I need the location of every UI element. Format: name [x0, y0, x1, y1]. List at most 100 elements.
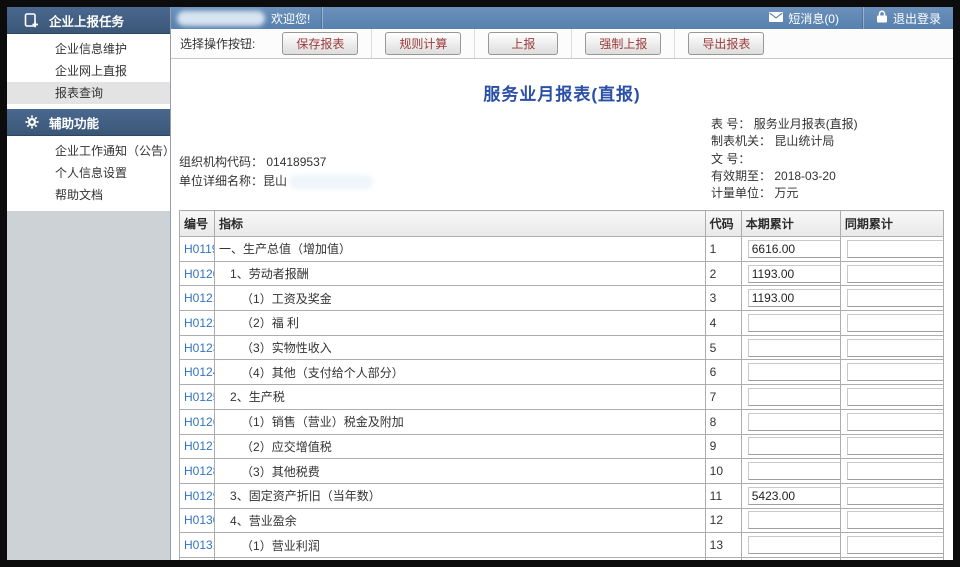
row-indicator: 3、固定资产折旧（当年数）: [214, 482, 706, 509]
row-code: 14: [704, 556, 742, 560]
sidebar-item-help-docs[interactable]: 帮助文档: [55, 188, 104, 202]
save-report-button[interactable]: 保存报表: [282, 32, 359, 55]
logout-link[interactable]: 退出登录: [864, 7, 953, 29]
current-period-input[interactable]: [747, 313, 840, 332]
row-id-link[interactable]: H0129: [178, 482, 216, 509]
current-period-input[interactable]: [747, 511, 840, 530]
table-row: H0125 2、生产税 7: [178, 384, 945, 410]
current-period-input[interactable]: [747, 387, 840, 406]
same-period-input[interactable]: [846, 462, 943, 481]
row-id-link[interactable]: H0128: [178, 458, 216, 484]
row-id-link[interactable]: H0132: [178, 556, 216, 560]
row-id-link[interactable]: H0130: [178, 507, 216, 534]
same-period-input[interactable]: [846, 338, 943, 357]
col-header-current: 本期累计: [740, 210, 841, 237]
row-id-link[interactable]: H0120: [178, 260, 216, 287]
row-indicator: 2、生产税: [214, 384, 706, 410]
row-code: 8: [704, 408, 742, 435]
table-row: H0131 （1）营业利润 13: [178, 532, 945, 558]
toolbar-divider: [674, 29, 676, 58]
same-period-input[interactable]: [846, 536, 943, 555]
same-period-input[interactable]: [846, 387, 943, 406]
current-period-input[interactable]: [747, 462, 840, 481]
table-row: H0128 （3）其他税费 10: [178, 458, 945, 484]
same-period-input[interactable]: [846, 511, 943, 530]
page-title: 服务业月报表(直报): [483, 85, 641, 104]
row-id-link[interactable]: H0124: [178, 359, 216, 386]
row-indicator: （1）工资及奖金: [214, 285, 706, 312]
row-code: 12: [704, 507, 742, 534]
sidebar-item-online-report[interactable]: 企业网上直报: [55, 64, 128, 78]
row-code: 2: [704, 260, 742, 287]
report-meta: 表 号： 服务业月报表(直报) 制表机关： 昆山统计局 文 号： 有效期至： 2…: [711, 116, 858, 202]
sidebar-section-aux-functions[interactable]: 辅助功能: [7, 109, 170, 136]
sidebar-section-report-tasks[interactable]: 企业上报任务: [7, 7, 170, 34]
row-code: 1: [704, 236, 742, 262]
sidebar-menu: 企业上报任务 企业信息维护 企业网上直报 报表查询: [7, 7, 176, 211]
rule-calc-button[interactable]: 规则计算: [385, 32, 462, 55]
current-period-input[interactable]: [747, 289, 840, 308]
row-code: 10: [704, 458, 742, 484]
same-period-input[interactable]: [846, 412, 943, 431]
org-code-label: 组织机构代码：: [179, 155, 264, 169]
row-indicator: （1）销售（营业）税金及附加: [214, 408, 706, 435]
force-submit-button[interactable]: 强制上报: [585, 32, 662, 55]
current-period-input[interactable]: [747, 338, 840, 357]
lock-icon: [876, 10, 888, 26]
row-id-link[interactable]: H0126: [178, 408, 216, 435]
same-period-input[interactable]: [846, 363, 943, 382]
unit-name-redacted: [289, 174, 374, 189]
same-period-input[interactable]: [846, 313, 943, 332]
table-row: H0126 （1）销售（营业）税金及附加 8: [178, 408, 945, 435]
toolbar-divider: [571, 29, 573, 58]
unit-name-value: 昆山: [263, 174, 288, 188]
sidebar-group-report-tasks: 企业信息维护 企业网上直报 报表查询: [7, 34, 170, 109]
table-row: H0120 1、劳动者报酬 2: [178, 260, 945, 287]
row-id-link[interactable]: H0119: [178, 236, 216, 262]
org-code-line: 组织机构代码： 014189537: [179, 153, 373, 172]
meta-line-form-no: 表 号： 服务业月报表(直报): [711, 117, 858, 131]
row-indicator: （2）应交增值税: [214, 433, 706, 460]
col-header-code: 代码: [704, 210, 742, 237]
same-period-input[interactable]: [846, 264, 943, 283]
current-period-input[interactable]: [747, 412, 840, 431]
sidebar-item-personal-settings[interactable]: 个人信息设置: [55, 166, 128, 180]
sidebar-item-enterprise-info[interactable]: 企业信息维护: [55, 42, 128, 56]
toolbar: 选择操作按钮: 保存报表 规则计算 上报 强制上报 导出报表: [171, 29, 953, 59]
current-period-input[interactable]: [747, 239, 840, 258]
row-id-link[interactable]: H0131: [178, 532, 216, 558]
row-id-link[interactable]: H0125: [178, 384, 216, 410]
same-period-input[interactable]: [846, 486, 943, 505]
toolbar-divider: [474, 29, 476, 58]
sidebar-item-report-query[interactable]: 报表查询: [7, 82, 170, 104]
unit-name-line: 单位详细名称： 昆山: [179, 172, 374, 191]
same-period-input[interactable]: [846, 289, 943, 308]
table-row: H0132 （2）其 他 14: [178, 556, 945, 560]
sidebar-item-work-notice[interactable]: 企业工作通知（公告）: [55, 144, 176, 158]
row-indicator: （2）福 利: [214, 310, 706, 336]
submit-button[interactable]: 上报: [488, 32, 559, 55]
same-period-input[interactable]: [846, 437, 943, 456]
current-period-input[interactable]: [747, 536, 840, 555]
current-period-input[interactable]: [747, 264, 840, 283]
current-period-input[interactable]: [747, 437, 840, 456]
row-id-link[interactable]: H0127: [178, 433, 216, 460]
table-header-row: 编号 指标 代码 本期累计 同期累计: [178, 210, 945, 237]
messages-link[interactable]: 短消息(0): [757, 7, 851, 29]
sidebar-group-aux-functions: 企业工作通知（公告） 个人信息设置 帮助文档: [7, 136, 176, 211]
same-period-input[interactable]: [846, 239, 943, 258]
current-period-input[interactable]: [747, 363, 840, 382]
row-code: 13: [704, 532, 742, 558]
meta-line-doc-no: 文 号：: [711, 151, 751, 166]
row-indicator: （4）其他（支付给个人部分）: [214, 359, 706, 386]
current-period-input[interactable]: [747, 486, 840, 505]
app-window: 企业上报任务 企业信息维护 企业网上直报 报表查询: [7, 7, 953, 560]
export-report-button[interactable]: 导出报表: [688, 32, 765, 55]
topbar-divider: [862, 7, 864, 29]
